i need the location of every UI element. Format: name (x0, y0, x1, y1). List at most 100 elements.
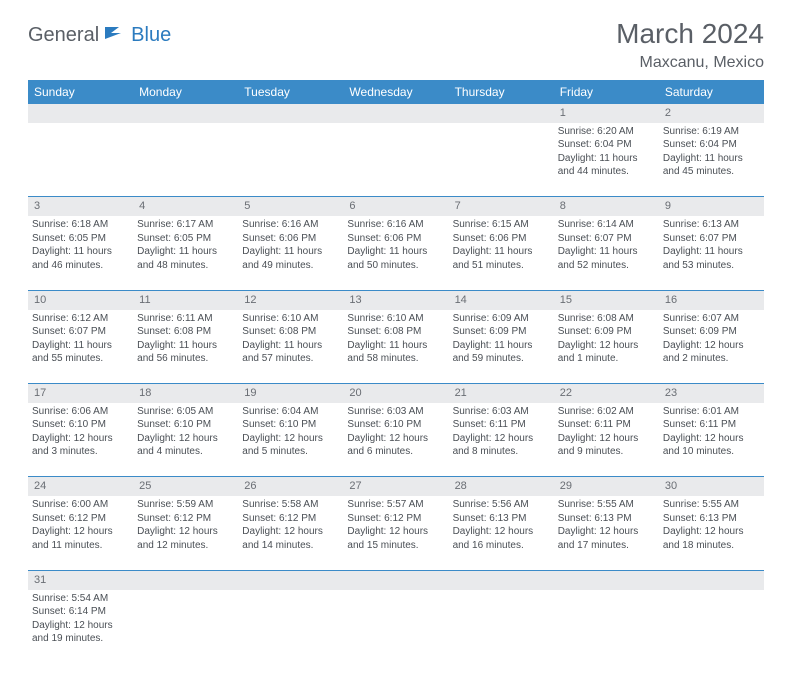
day-number-cell: 12 (238, 290, 343, 309)
day-number-cell (238, 104, 343, 123)
day-data-cell: Sunrise: 6:19 AMSunset: 6:04 PMDaylight:… (659, 123, 764, 197)
daylight-text: Daylight: 12 hours (663, 525, 760, 539)
day-data-cell: Sunrise: 6:03 AMSunset: 6:11 PMDaylight:… (449, 403, 554, 477)
sunset-text: Sunset: 6:13 PM (663, 512, 760, 526)
day-number-cell: 18 (133, 384, 238, 403)
day-data-cell: Sunrise: 6:20 AMSunset: 6:04 PMDaylight:… (554, 123, 659, 197)
daylight-text: Daylight: 11 hours (453, 339, 550, 353)
day-data-cell: Sunrise: 6:04 AMSunset: 6:10 PMDaylight:… (238, 403, 343, 477)
sunrise-text: Sunrise: 6:17 AM (137, 218, 234, 232)
day-number-cell: 25 (133, 477, 238, 496)
sunset-text: Sunset: 6:08 PM (242, 325, 339, 339)
day-data-cell: Sunrise: 5:58 AMSunset: 6:12 PMDaylight:… (238, 496, 343, 570)
day-number-cell: 8 (554, 197, 659, 216)
sunrise-text: Sunrise: 5:55 AM (558, 498, 655, 512)
day-number-row: 31 (28, 570, 764, 589)
weekday-header: Wednesday (343, 80, 448, 104)
sunrise-text: Sunrise: 5:56 AM (453, 498, 550, 512)
sunrise-text: Sunrise: 6:14 AM (558, 218, 655, 232)
daylight-text: and 18 minutes. (663, 539, 760, 553)
daylight-text: Daylight: 12 hours (347, 525, 444, 539)
daylight-text: Daylight: 11 hours (453, 245, 550, 259)
sunset-text: Sunset: 6:12 PM (347, 512, 444, 526)
day-number-cell: 5 (238, 197, 343, 216)
sunset-text: Sunset: 6:13 PM (558, 512, 655, 526)
daylight-text: and 50 minutes. (347, 259, 444, 273)
sunset-text: Sunset: 6:05 PM (137, 232, 234, 246)
sunset-text: Sunset: 6:07 PM (558, 232, 655, 246)
sunset-text: Sunset: 6:09 PM (663, 325, 760, 339)
sunrise-text: Sunrise: 5:55 AM (663, 498, 760, 512)
daylight-text: Daylight: 11 hours (242, 339, 339, 353)
day-data-cell (554, 590, 659, 664)
day-number-cell: 30 (659, 477, 764, 496)
day-data-row: Sunrise: 6:12 AMSunset: 6:07 PM Daylight:… (28, 310, 764, 384)
day-number-row: 3456789 (28, 197, 764, 216)
sunset-text: Sunset: 6:08 PM (137, 325, 234, 339)
daylight-text: and 11 minutes. (32, 539, 129, 553)
daylight-text: Daylight: 11 hours (137, 245, 234, 259)
sunset-text: Sunset: 6:06 PM (453, 232, 550, 246)
daylight-text: Daylight: 11 hours (137, 339, 234, 353)
sunrise-text: Sunrise: 6:01 AM (663, 405, 760, 419)
sunset-text: Sunset: 6:10 PM (347, 418, 444, 432)
day-data-row: Sunrise: 5:54 AMSunset: 6:14 PMDaylight:… (28, 590, 764, 664)
daylight-text: Daylight: 11 hours (558, 152, 655, 166)
daylight-text: and 5 minutes. (242, 445, 339, 459)
sunset-text: Sunset: 6:09 PM (453, 325, 550, 339)
sunrise-text: Sunrise: 6:12 AM (32, 312, 129, 326)
day-data-cell: Sunrise: 5:59 AMSunset: 6:12 PMDaylight:… (133, 496, 238, 570)
day-number-cell: 13 (343, 290, 448, 309)
daylight-text: and 1 minute. (558, 352, 655, 366)
daylight-text: and 2 minutes. (663, 352, 760, 366)
daylight-text: and 59 minutes. (453, 352, 550, 366)
day-data-cell (343, 123, 448, 197)
day-number-cell: 15 (554, 290, 659, 309)
sunset-text: Sunset: 6:07 PM (663, 232, 760, 246)
daylight-text: and 45 minutes. (663, 165, 760, 179)
day-number-row: 12 (28, 104, 764, 123)
sunrise-text: Sunrise: 6:11 AM (137, 312, 234, 326)
day-data-cell: Sunrise: 6:05 AMSunset: 6:10 PMDaylight:… (133, 403, 238, 477)
day-data-cell (238, 123, 343, 197)
daylight-text: Daylight: 11 hours (663, 152, 760, 166)
sunrise-text: Sunrise: 6:08 AM (558, 312, 655, 326)
day-number-cell: 2 (659, 104, 764, 123)
day-number-cell (343, 104, 448, 123)
day-number-cell (449, 104, 554, 123)
weekday-header-row: Sunday Monday Tuesday Wednesday Thursday… (28, 80, 764, 104)
sunrise-text: Sunrise: 6:16 AM (347, 218, 444, 232)
sunset-text: Sunset: 6:06 PM (347, 232, 444, 246)
day-number-cell: 29 (554, 477, 659, 496)
sunrise-text: Sunrise: 6:15 AM (453, 218, 550, 232)
weekday-header: Tuesday (238, 80, 343, 104)
day-number-cell: 23 (659, 384, 764, 403)
daylight-text: and 14 minutes. (242, 539, 339, 553)
day-number-cell (449, 570, 554, 589)
sunrise-text: Sunrise: 6:03 AM (347, 405, 444, 419)
day-data-cell (343, 590, 448, 664)
sunset-text: Sunset: 6:12 PM (242, 512, 339, 526)
sunset-text: Sunset: 6:07 PM (32, 325, 129, 339)
daylight-text: and 49 minutes. (242, 259, 339, 273)
day-number-row: 10111213141516 (28, 290, 764, 309)
sunrise-text: Sunrise: 6:03 AM (453, 405, 550, 419)
day-data-cell (133, 590, 238, 664)
logo-flag-icon (105, 25, 127, 46)
day-number-cell: 31 (28, 570, 133, 589)
daylight-text: and 55 minutes. (32, 352, 129, 366)
day-data-cell: Sunrise: 6:01 AMSunset: 6:11 PMDaylight:… (659, 403, 764, 477)
weekday-header: Friday (554, 80, 659, 104)
day-number-cell: 21 (449, 384, 554, 403)
day-number-cell: 16 (659, 290, 764, 309)
day-data-row: Sunrise: 6:20 AMSunset: 6:04 PMDaylight:… (28, 123, 764, 197)
sunset-text: Sunset: 6:11 PM (558, 418, 655, 432)
day-number-cell: 11 (133, 290, 238, 309)
sunrise-text: Sunrise: 6:04 AM (242, 405, 339, 419)
day-data-row: Sunrise: 6:06 AMSunset: 6:10 PMDaylight:… (28, 403, 764, 477)
day-data-cell (28, 123, 133, 197)
daylight-text: Daylight: 12 hours (32, 525, 129, 539)
day-number-cell: 3 (28, 197, 133, 216)
logo-text-blue: Blue (131, 24, 171, 47)
sunset-text: Sunset: 6:12 PM (137, 512, 234, 526)
